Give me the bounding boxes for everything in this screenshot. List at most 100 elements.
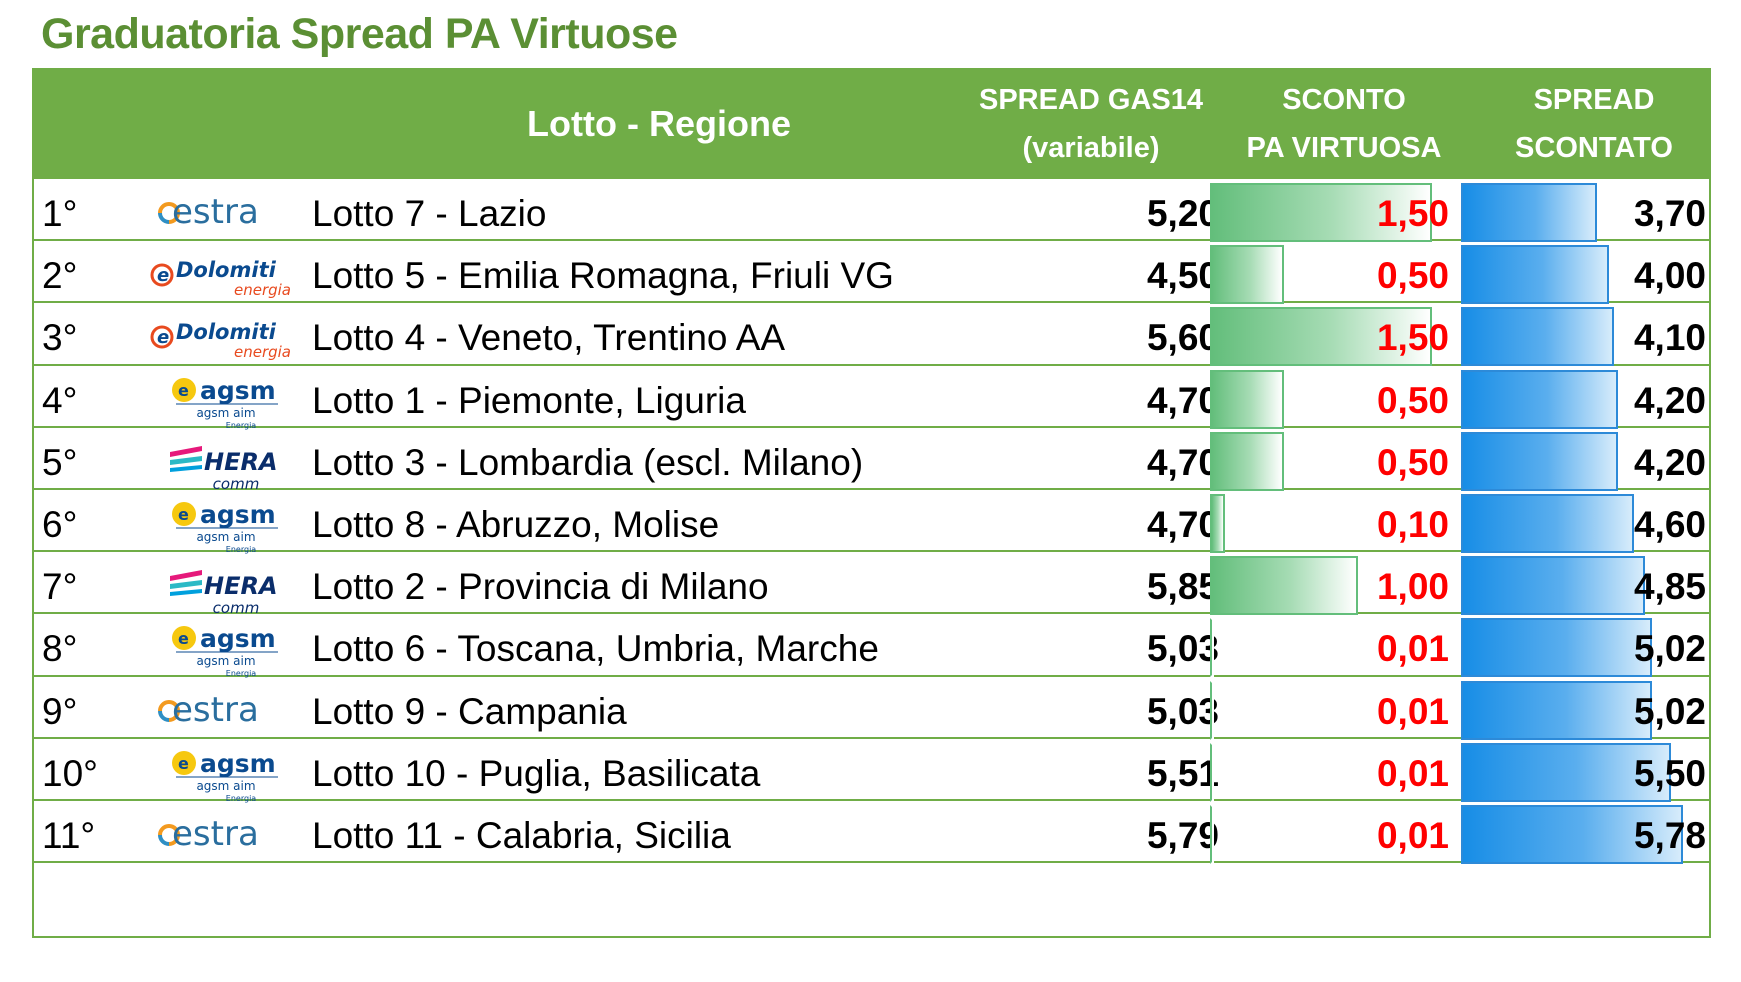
estra-logo: estra <box>158 690 259 730</box>
ranking-table: Lotto - Regione SPREAD GAS14 (variabile)… <box>32 68 1711 938</box>
scontato-bar <box>1461 494 1635 553</box>
spread-value: 5,85 <box>1146 566 1219 608</box>
supplier-logo: e agsm agsm aim Energia <box>146 743 306 803</box>
sconto-value: 0,10 <box>1376 504 1449 545</box>
sconto-value: 0,01 <box>1376 628 1449 670</box>
svg-text:agsm: agsm <box>200 376 276 405</box>
svg-text:e: e <box>178 629 189 648</box>
svg-text:Energia: Energia <box>226 421 256 430</box>
scontato-bar <box>1461 680 1652 740</box>
sconto-value: 1,00 <box>1376 566 1449 608</box>
table-row: 9° estra Lotto 9 - Campania 5,03 0,01 5,02 <box>34 677 1709 741</box>
supplier-logo: HERA comm <box>146 432 306 493</box>
lotto-regione: Lotto 2 - Provincia di Milano <box>312 566 769 608</box>
sconto-bar <box>1210 556 1358 616</box>
svg-text:Energia: Energia <box>226 669 256 678</box>
supplier-logo: HERA comm <box>146 556 306 617</box>
scontato-bar <box>1461 556 1645 616</box>
svg-text:energia: energia <box>234 343 291 361</box>
spread-value: 5,03 <box>1146 628 1219 670</box>
table-row: 6° e agsm agsm aim Energia Lotto 8 - Abruzzo,… <box>34 490 1709 554</box>
sconto-value: 0,01 <box>1376 752 1449 794</box>
spread-value: 4,70 <box>1146 441 1219 483</box>
table-row: 11° estra Lotto 11 - Calabria, Sicilia 5,79… <box>34 801 1709 865</box>
sconto-value: 0,50 <box>1376 255 1449 297</box>
lotto-regione: Lotto 4 - Veneto, Trentino AA <box>312 317 786 359</box>
sconto-value: 1,50 <box>1376 317 1449 359</box>
scontato-value: 5,02 <box>1633 690 1706 732</box>
supplier-logo: estra <box>146 183 306 243</box>
supplier-logo: e agsm agsm aim Energia <box>146 494 306 554</box>
lotto-regione: Lotto 8 - Abruzzo, Molise <box>312 504 720 545</box>
scontato-value: 3,70 <box>1633 193 1706 234</box>
svg-text:e: e <box>157 265 169 286</box>
scontato-value: 4,20 <box>1633 379 1706 421</box>
sconto-value: 0,50 <box>1376 441 1449 483</box>
table-row: 8° e agsm agsm aim Energia Lotto 6 - Toscana,… <box>34 614 1709 678</box>
rank-label: 5° <box>42 441 78 483</box>
rank-label: 3° <box>42 317 78 359</box>
supplier-logo: e agsm agsm aim Energia <box>146 370 306 430</box>
lotto-regione: Lotto 9 - Campania <box>312 690 627 732</box>
svg-text:Energia: Energia <box>226 545 256 554</box>
header-spread-line1: SPREAD GAS14 <box>978 83 1203 116</box>
scontato-bar <box>1461 742 1672 802</box>
svg-text:estra: estra <box>172 192 259 232</box>
sconto-bar <box>1210 307 1432 367</box>
supplier-logo: e Dolomiti energia <box>146 307 306 367</box>
sconto-bar <box>1210 742 1214 802</box>
header-lotto-regione: Lotto - Regione <box>527 102 791 144</box>
spread-value: 5,51 <box>1146 752 1219 794</box>
table-row: 3° e Dolomiti energia Lotto 4 - Veneto, Tren… <box>34 303 1709 367</box>
scontato-bar <box>1461 245 1610 305</box>
rank-label: 7° <box>42 566 78 608</box>
scontato-value: 5,02 <box>1633 628 1706 670</box>
scontato-bar <box>1461 805 1683 864</box>
sconto-bar <box>1210 618 1214 678</box>
svg-text:Energia: Energia <box>226 794 256 803</box>
scontato-value: 4,10 <box>1633 317 1706 359</box>
sconto-value: 0,01 <box>1376 815 1449 856</box>
svg-text:estra: estra <box>172 814 259 854</box>
sconto-bar <box>1210 680 1214 740</box>
lotto-regione: Lotto 7 - Lazio <box>312 193 547 234</box>
rank-label: 8° <box>42 628 78 670</box>
lotto-regione: Lotto 1 - Piemonte, Liguria <box>312 379 746 421</box>
spread-value: 4,70 <box>1146 504 1219 545</box>
sconto-bar <box>1210 245 1284 305</box>
sconto-bar <box>1210 431 1284 491</box>
sconto-bar <box>1210 369 1284 429</box>
supplier-logo: e Dolomiti energia <box>146 245 306 305</box>
spread-value: 4,70 <box>1146 379 1219 421</box>
svg-text:agsm aim: agsm aim <box>196 654 255 668</box>
header-scontato-line1: SPREAD <box>1533 83 1655 116</box>
scontato-bar <box>1461 431 1618 491</box>
svg-text:Dolomiti: Dolomiti <box>176 320 277 344</box>
spread-value: 5,20 <box>1146 193 1219 234</box>
header-sconto-line1: SCONTO <box>1282 83 1406 116</box>
supplier-logo: estra <box>146 681 306 741</box>
svg-text:estra: estra <box>172 690 259 730</box>
svg-text:e: e <box>157 327 169 348</box>
sconto-value: 0,01 <box>1376 690 1449 732</box>
rank-label: 10° <box>42 752 98 794</box>
spread-value: 5,60 <box>1146 317 1219 359</box>
rank-label: 1° <box>42 193 78 234</box>
scontato-value: 4,00 <box>1633 255 1706 297</box>
svg-text:agsm aim: agsm aim <box>196 406 255 420</box>
header-sconto-pa-virtuosa: SCONTO PA VIRTUOSA <box>1214 70 1474 177</box>
scontato-bar <box>1461 183 1597 242</box>
header-sconto-line2: PA VIRTUOSA <box>1246 131 1442 164</box>
spread-value: 5,79 <box>1146 815 1219 856</box>
svg-text:agsm aim: agsm aim <box>196 779 255 793</box>
svg-text:comm: comm <box>213 475 260 492</box>
sconto-value: 1,50 <box>1376 193 1449 234</box>
lotto-regione: Lotto 3 - Lombardia (escl. Milano) <box>312 441 864 483</box>
table-row: 10° e agsm agsm aim Energia Lotto 10 - Puglia… <box>34 739 1709 803</box>
scontato-bar <box>1461 369 1618 429</box>
supplier-logo: estra <box>146 805 306 865</box>
scontato-value: 5,78 <box>1633 815 1706 856</box>
